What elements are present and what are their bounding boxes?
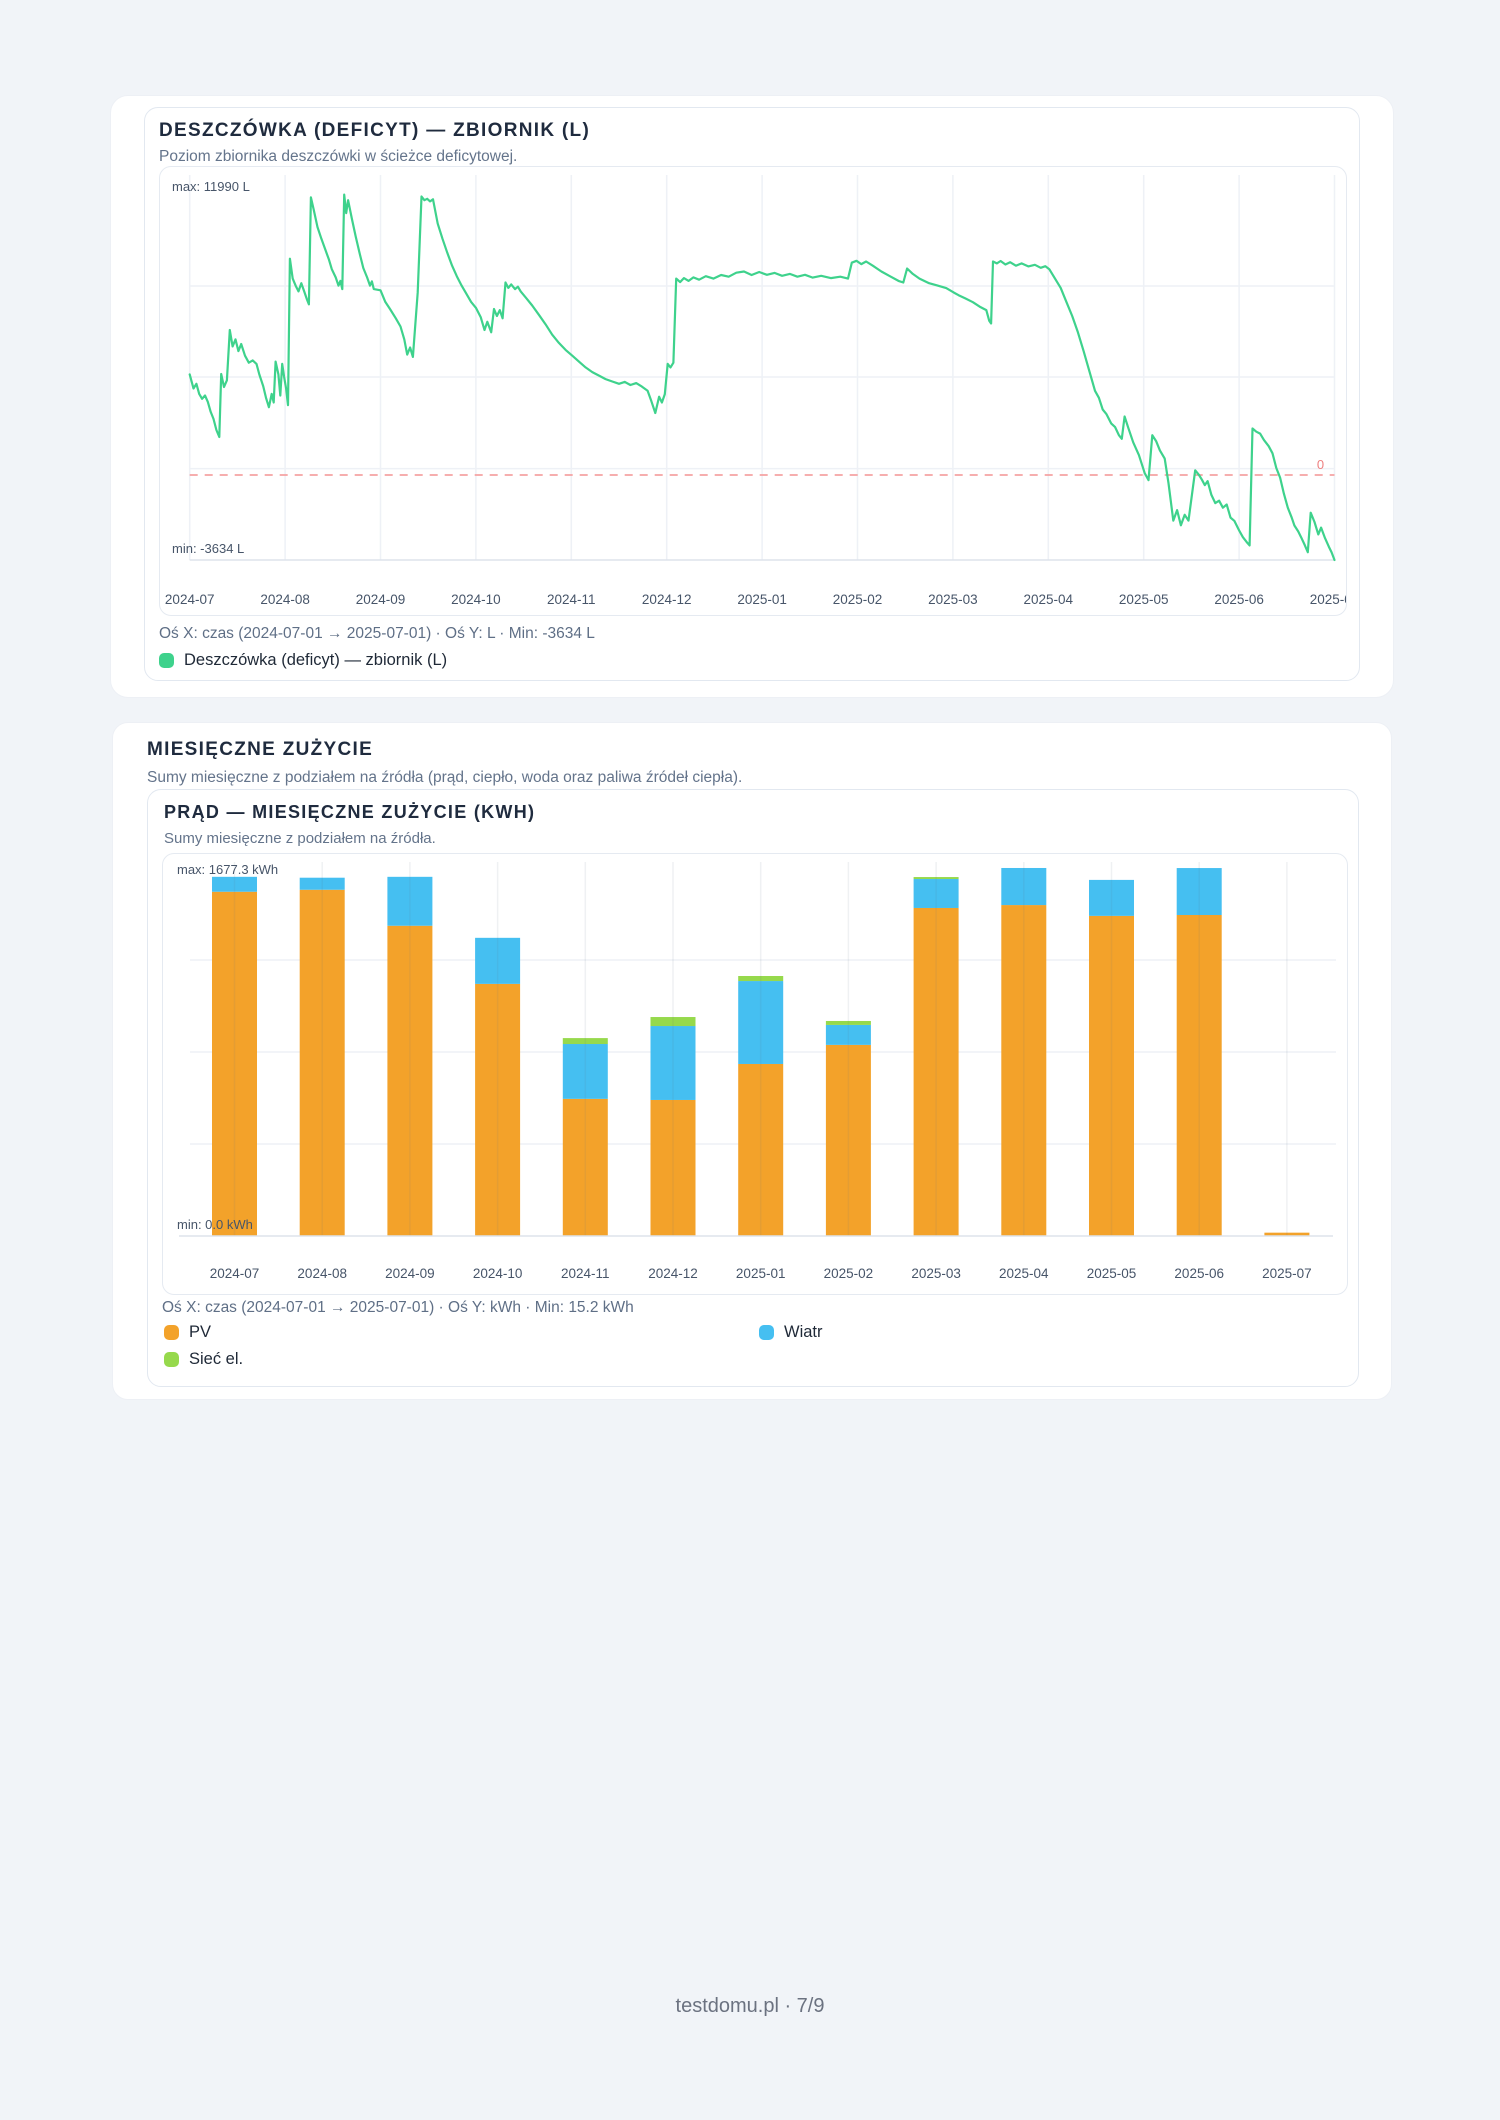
svg-text:min: 0.0 kWh: min: 0.0 kWh	[177, 1217, 253, 1232]
rainwater-card-subtitle: Poziom zbiornika deszczówki w ścieżce de…	[159, 148, 518, 165]
page-footer: testdomu.pl · 7/9	[675, 1995, 825, 2017]
svg-text:2024-10: 2024-10	[451, 592, 501, 607]
rainwater-line-chart: 0 max: 11990 L min: -3634 L 2024-07 2024-08 2…	[165, 175, 1346, 607]
rainwater-legend-dot	[159, 653, 174, 668]
svg-text:2024-09: 2024-09	[385, 1266, 435, 1281]
svg-text:2024-12: 2024-12	[642, 592, 692, 607]
monthly-usage-subtitle: Sumy miesięczne z podziałem na źródła (p…	[147, 769, 743, 786]
legend-item-wiatr: Wiatr	[759, 1323, 823, 1342]
svg-text:2024-10: 2024-10	[473, 1266, 523, 1281]
electricity-card: PRĄD — MIESIĘCZNE ZUŻYCIE (KWH) Sumy mie…	[147, 789, 1359, 1387]
legend-item-siec: Sieć el.	[164, 1350, 759, 1369]
svg-text:min: -3634 L: min: -3634 L	[172, 541, 244, 556]
svg-text:2024-07: 2024-07	[165, 592, 215, 607]
electricity-card-subtitle: Sumy miesięczne z podziałem na źródła.	[164, 830, 436, 847]
svg-text:2024-07: 2024-07	[210, 1266, 260, 1281]
electricity-chart-frame: max: 1677.3 kWh min: 0.0 kWh 2024-07 2024-0…	[162, 853, 1348, 1295]
svg-text:max: 1677.3 kWh: max: 1677.3 kWh	[177, 862, 278, 877]
svg-text:2024-08: 2024-08	[297, 1266, 347, 1281]
electricity-legend: PV Wiatr Sieć el.	[164, 1323, 823, 1369]
svg-text:2024-09: 2024-09	[356, 592, 406, 607]
electricity-axis-caption: Oś X: czas (2024-07-01 → 2025-07-01) · O…	[162, 1299, 634, 1316]
svg-text:2025-05: 2025-05	[1119, 592, 1169, 607]
svg-text:2025-07: 2025-07	[1262, 1266, 1312, 1281]
pv-legend-label: PV	[189, 1323, 212, 1341]
rainwater-section-sheet: DESZCZÓWKA (DEFICYT) — ZBIORNIK (L) Pozi…	[110, 95, 1394, 698]
siec-legend-label: Sieć el.	[189, 1350, 244, 1368]
rainwater-legend-label: Deszczówka (deficyt) — zbiornik (L)	[184, 651, 448, 669]
svg-text:2025-02: 2025-02	[824, 1266, 874, 1281]
rainwater-card-title: DESZCZÓWKA (DEFICYT) — ZBIORNIK (L)	[159, 120, 591, 141]
svg-text:2024-11: 2024-11	[547, 592, 596, 607]
svg-text:0: 0	[1317, 457, 1324, 472]
siec-legend-dot	[164, 1352, 179, 1367]
svg-text:2025-05: 2025-05	[1087, 1266, 1137, 1281]
pv-legend-dot	[164, 1325, 179, 1340]
svg-text:2025-06: 2025-06	[1174, 1266, 1224, 1281]
rainwater-legend: Deszczówka (deficyt) — zbiornik (L)	[159, 651, 447, 670]
rainwater-axis-caption: Oś X: czas (2024-07-01 → 2025-07-01) · O…	[159, 625, 595, 642]
svg-text:2024-11: 2024-11	[561, 1266, 610, 1281]
monthly-usage-title: MIESIĘCZNE ZUŻYCIE	[147, 739, 374, 760]
svg-text:2025-04: 2025-04	[999, 1266, 1049, 1281]
svg-text:2025-03: 2025-03	[911, 1266, 961, 1281]
svg-text:2025-02: 2025-02	[833, 592, 883, 607]
svg-text:2025-01: 2025-01	[736, 1266, 786, 1281]
legend-item-pv: PV	[164, 1323, 759, 1342]
rainwater-card: DESZCZÓWKA (DEFICYT) — ZBIORNIK (L) Pozi…	[144, 107, 1360, 681]
electricity-bar-chart: max: 1677.3 kWh min: 0.0 kWh 2024-07 2024-0…	[177, 862, 1336, 1281]
rainwater-chart-frame: 0 max: 11990 L min: -3634 L 2024-07 2024-08 2…	[159, 166, 1347, 616]
monthly-usage-card: MIESIĘCZNE ZUŻYCIE Sumy miesięczne z pod…	[112, 722, 1392, 1400]
svg-text:2024-08: 2024-08	[260, 592, 310, 607]
svg-text:max: 11990 L: max: 11990 L	[172, 179, 250, 194]
electricity-card-title: PRĄD — MIESIĘCZNE ZUŻYCIE (KWH)	[164, 802, 536, 822]
svg-text:2025-03: 2025-03	[928, 592, 978, 607]
svg-text:2025-01: 2025-01	[737, 592, 787, 607]
wiatr-legend-dot	[759, 1325, 774, 1340]
svg-text:2025-07: 2025-07	[1310, 592, 1346, 607]
svg-text:2025-06: 2025-06	[1214, 592, 1264, 607]
svg-text:2025-04: 2025-04	[1024, 592, 1074, 607]
svg-text:2024-12: 2024-12	[648, 1266, 698, 1281]
wiatr-legend-label: Wiatr	[784, 1323, 823, 1341]
